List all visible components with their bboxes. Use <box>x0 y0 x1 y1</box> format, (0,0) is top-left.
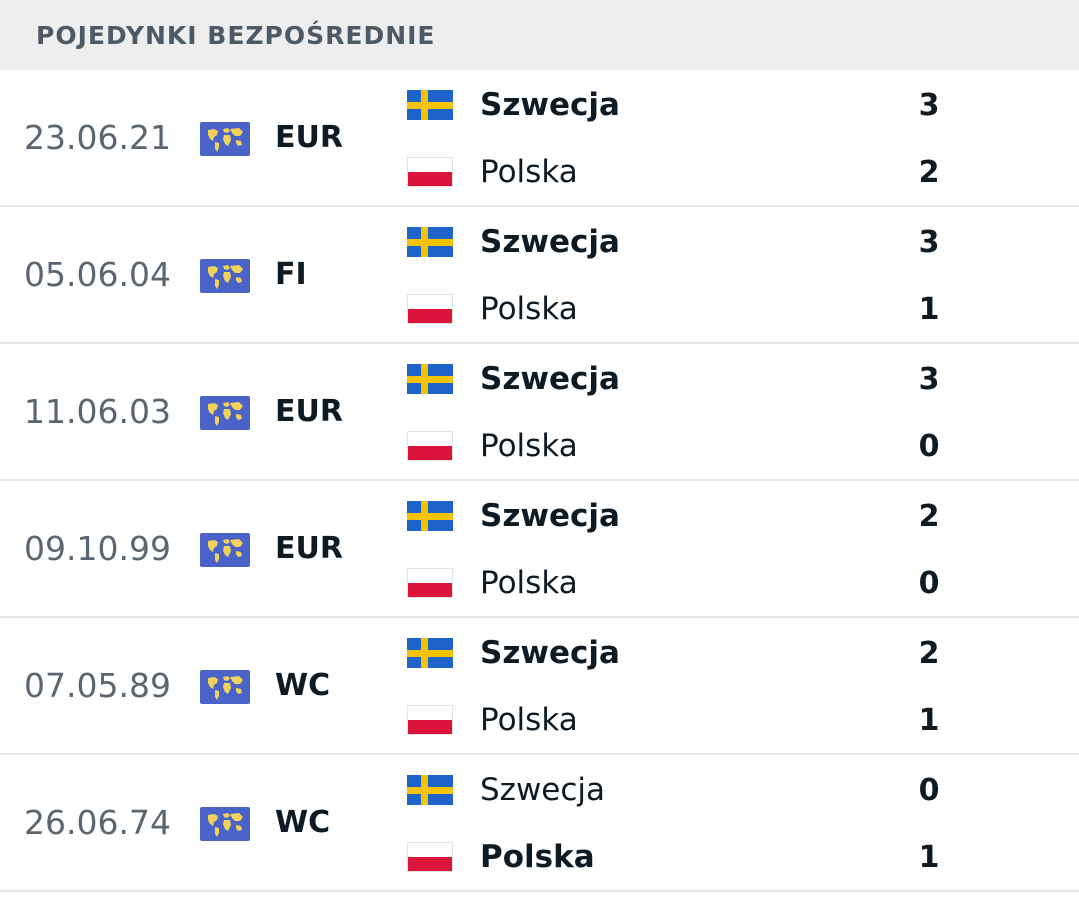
world-map-icon <box>200 807 250 841</box>
away-team-name: Polska <box>480 702 578 738</box>
away-score: 0 <box>918 565 940 601</box>
away-score: 2 <box>918 154 940 190</box>
match-row[interactable]: 26.06.74 WC Szwecja 0 Polska 1 <box>0 755 1079 892</box>
poland-flag-icon <box>407 157 453 187</box>
world-map-icon <box>200 259 250 293</box>
competition-label: EUR <box>275 394 343 429</box>
away-score: 1 <box>918 291 940 327</box>
away-team-name: Polska <box>480 154 578 190</box>
sweden-flag-icon <box>407 227 453 257</box>
home-team-name: Szwecja <box>480 87 620 123</box>
match-row[interactable]: 11.06.03 EUR Szwecja 3 Polska 0 <box>0 344 1079 481</box>
home-score: 2 <box>918 635 940 671</box>
away-team: Polska <box>407 700 967 740</box>
world-map-icon <box>200 396 250 430</box>
competition-label: EUR <box>275 120 343 155</box>
home-team: Szwecja <box>407 496 967 536</box>
match-date: 09.10.99 <box>24 529 171 568</box>
sweden-flag-icon <box>407 501 453 531</box>
home-team-name: Szwecja <box>480 361 620 397</box>
poland-flag-icon <box>407 294 453 324</box>
home-score: 3 <box>918 87 940 123</box>
home-team-name: Szwecja <box>480 635 620 671</box>
section-header: POJEDYNKI BEZPOŚREDNIE <box>0 0 1079 70</box>
home-team: Szwecja <box>407 359 967 399</box>
section-title: POJEDYNKI BEZPOŚREDNIE <box>36 20 436 50</box>
away-team-name: Polska <box>480 428 578 464</box>
away-team-name: Polska <box>480 839 595 875</box>
poland-flag-icon <box>407 568 453 598</box>
away-team: Polska <box>407 837 967 877</box>
competition-label: EUR <box>275 531 343 566</box>
competition-label: WC <box>275 668 331 703</box>
away-team-name: Polska <box>480 291 578 327</box>
match-date: 11.06.03 <box>24 392 171 431</box>
world-map-icon <box>200 122 250 156</box>
competition-label: FI <box>275 257 307 292</box>
away-team: Polska <box>407 289 967 329</box>
home-team: Szwecja <box>407 770 967 810</box>
away-score: 1 <box>918 839 940 875</box>
home-team-name: Szwecja <box>480 498 620 534</box>
home-score: 3 <box>918 224 940 260</box>
away-score: 1 <box>918 702 940 738</box>
match-row[interactable]: 09.10.99 EUR Szwecja 2 Polska 0 <box>0 481 1079 618</box>
match-date: 23.06.21 <box>24 118 171 157</box>
home-score: 0 <box>918 772 940 808</box>
match-date: 05.06.04 <box>24 255 171 294</box>
sweden-flag-icon <box>407 90 453 120</box>
sweden-flag-icon <box>407 775 453 805</box>
sweden-flag-icon <box>407 364 453 394</box>
world-map-icon <box>200 670 250 704</box>
match-date: 26.06.74 <box>24 803 171 842</box>
away-team: Polska <box>407 426 967 466</box>
match-date: 07.05.89 <box>24 666 171 705</box>
away-team-name: Polska <box>480 565 578 601</box>
match-row[interactable]: 23.06.21 EUR Szwecja 3 Polska 2 <box>0 70 1079 207</box>
match-row[interactable]: 07.05.89 WC Szwecja 2 Polska 1 <box>0 618 1079 755</box>
competition-label: WC <box>275 805 331 840</box>
match-row[interactable]: 05.06.04 FI Szwecja 3 Polska 1 <box>0 207 1079 344</box>
home-team: Szwecja <box>407 633 967 673</box>
poland-flag-icon <box>407 705 453 735</box>
match-list: 23.06.21 EUR Szwecja 3 Polska 2 05.06.04… <box>0 70 1079 892</box>
away-score: 0 <box>918 428 940 464</box>
home-team-name: Szwecja <box>480 224 620 260</box>
away-team: Polska <box>407 152 967 192</box>
poland-flag-icon <box>407 431 453 461</box>
away-team: Polska <box>407 563 967 603</box>
poland-flag-icon <box>407 842 453 872</box>
home-score: 2 <box>918 498 940 534</box>
home-team: Szwecja <box>407 85 967 125</box>
home-score: 3 <box>918 361 940 397</box>
home-team-name: Szwecja <box>480 772 606 808</box>
home-team: Szwecja <box>407 222 967 262</box>
sweden-flag-icon <box>407 638 453 668</box>
world-map-icon <box>200 533 250 567</box>
